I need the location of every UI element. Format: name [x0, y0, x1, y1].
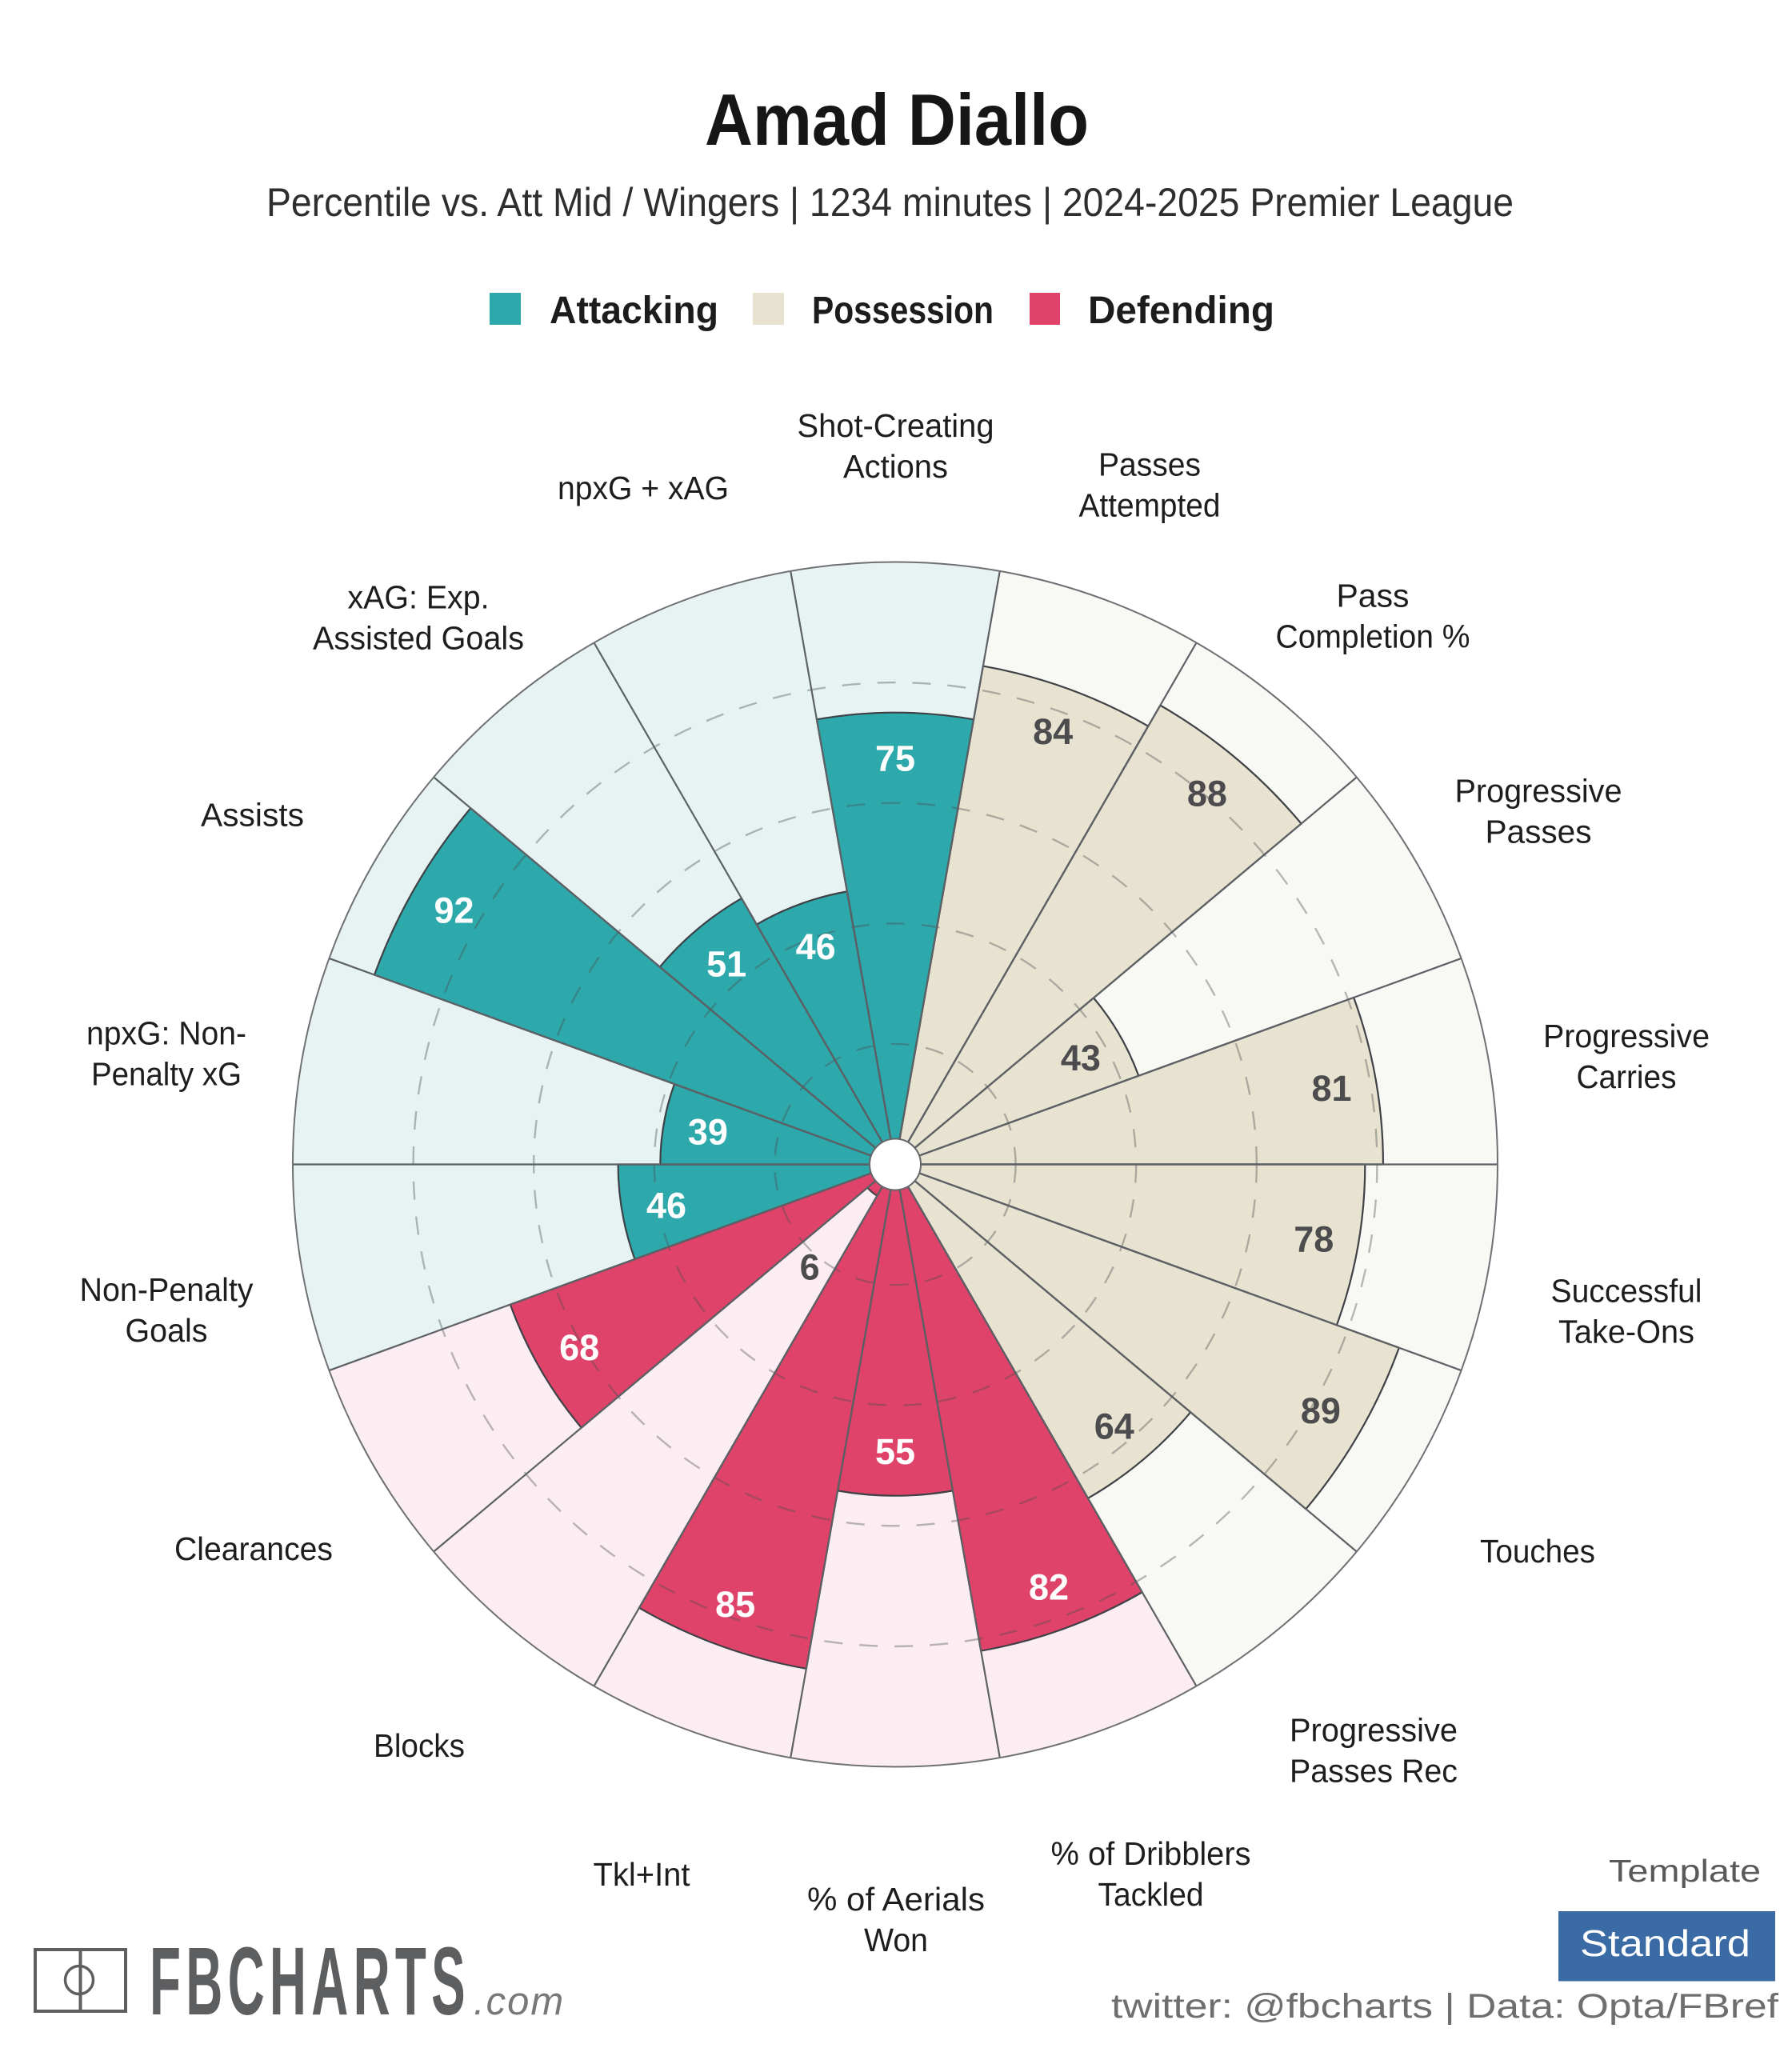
svg-text:twitter: @fbcharts | Data: Opt: twitter: @fbcharts | Data: Opta/FBref — [1111, 1987, 1779, 2026]
svg-text:Actions: Actions — [843, 448, 948, 485]
svg-text:46: 46 — [796, 926, 836, 967]
svg-text:Completion %: Completion % — [1276, 618, 1470, 655]
svg-text:.com: .com — [474, 1980, 565, 2023]
svg-text:Standard: Standard — [1580, 1922, 1750, 1964]
svg-text:Penalty xG: Penalty xG — [91, 1056, 242, 1093]
svg-text:81: 81 — [1311, 1068, 1351, 1109]
svg-text:Template: Template — [1609, 1854, 1761, 1889]
svg-text:Tackled: Tackled — [1098, 1876, 1204, 1913]
svg-text:68: 68 — [559, 1327, 599, 1368]
svg-text:39: 39 — [688, 1112, 728, 1153]
svg-text:92: 92 — [434, 890, 474, 931]
svg-text:55: 55 — [875, 1431, 915, 1472]
svg-text:85: 85 — [715, 1584, 755, 1625]
svg-text:Tkl+Int: Tkl+Int — [594, 1856, 691, 1893]
svg-text:% of Aerials: % of Aerials — [807, 1881, 985, 1918]
svg-text:Passes: Passes — [1098, 446, 1201, 483]
svg-text:64: 64 — [1094, 1406, 1134, 1446]
svg-text:51: 51 — [706, 944, 746, 985]
svg-text:Shot-Creating: Shot-Creating — [798, 407, 994, 444]
svg-text:Touches: Touches — [1480, 1533, 1595, 1570]
svg-text:Carries: Carries — [1577, 1058, 1677, 1095]
svg-text:Attempted: Attempted — [1079, 487, 1221, 524]
svg-text:npxG: Non-: npxG: Non- — [86, 1015, 246, 1052]
svg-text:46: 46 — [646, 1185, 686, 1226]
svg-text:84: 84 — [1033, 711, 1073, 752]
svg-text:Assisted Goals: Assisted Goals — [313, 620, 524, 657]
svg-text:Goals: Goals — [126, 1312, 208, 1349]
svg-text:xAG: Exp.: xAG: Exp. — [348, 579, 490, 616]
svg-text:43: 43 — [1061, 1038, 1101, 1078]
svg-text:Won: Won — [864, 1922, 928, 1958]
svg-text:Passes Rec: Passes Rec — [1290, 1753, 1458, 1790]
svg-text:75: 75 — [875, 738, 915, 778]
svg-text:Possession: Possession — [812, 290, 994, 332]
svg-text:Successful: Successful — [1551, 1273, 1702, 1310]
svg-text:FBCHARTS: FBCHARTS — [150, 1926, 470, 2035]
svg-text:Attacking: Attacking — [550, 290, 718, 332]
svg-text:Progressive: Progressive — [1290, 1712, 1458, 1749]
svg-text:Assists: Assists — [201, 797, 304, 834]
svg-text:Pass: Pass — [1337, 578, 1410, 614]
svg-text:Defending: Defending — [1088, 290, 1274, 332]
svg-text:Blocks: Blocks — [374, 1727, 465, 1764]
svg-text:% of Dribblers: % of Dribblers — [1051, 1835, 1251, 1872]
svg-text:6: 6 — [800, 1246, 820, 1287]
svg-text:Passes: Passes — [1486, 814, 1592, 850]
svg-text:npxG + xAG: npxG + xAG — [558, 470, 729, 506]
svg-text:82: 82 — [1029, 1567, 1069, 1608]
svg-text:Percentile vs. Att Mid / Winge: Percentile vs. Att Mid / Wingers | 1234 … — [266, 180, 1514, 225]
svg-text:89: 89 — [1301, 1390, 1341, 1431]
svg-text:Progressive: Progressive — [1543, 1018, 1710, 1054]
svg-text:Progressive: Progressive — [1455, 773, 1622, 810]
svg-text:Take-Ons: Take-Ons — [1558, 1314, 1694, 1350]
svg-text:88: 88 — [1187, 773, 1227, 814]
svg-text:Non-Penalty: Non-Penalty — [80, 1271, 254, 1308]
svg-text:Amad Diallo: Amad Diallo — [705, 80, 1089, 161]
svg-text:78: 78 — [1294, 1218, 1334, 1259]
svg-text:Clearances: Clearances — [174, 1530, 333, 1567]
